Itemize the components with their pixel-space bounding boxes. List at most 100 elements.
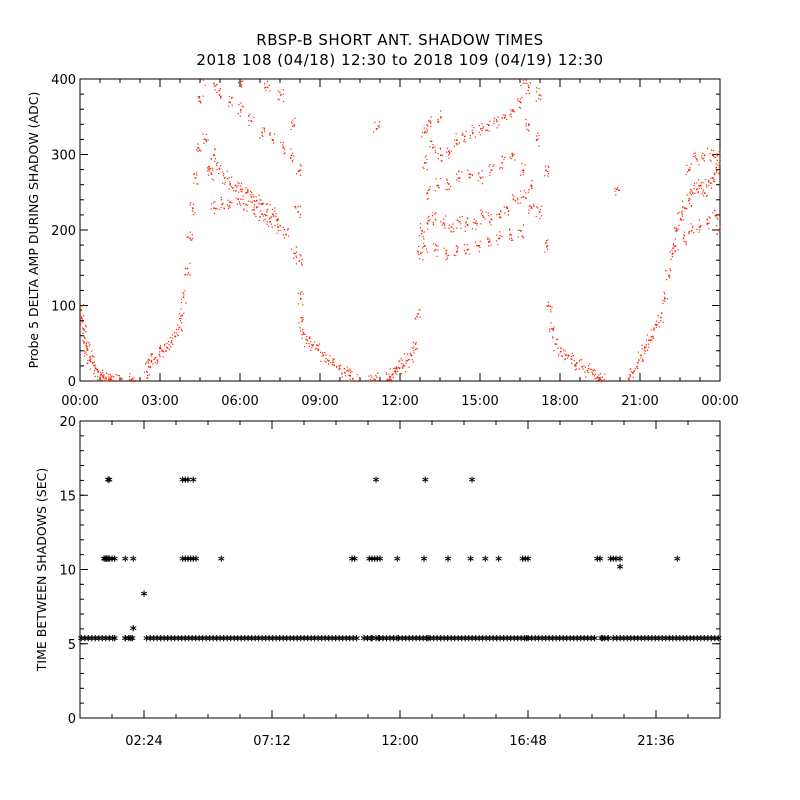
data-points: ********** *** ***************************…: [78, 475, 722, 648]
baseline-marker: *: [125, 634, 132, 649]
data-point: [316, 344, 318, 346]
data-point: [496, 214, 498, 216]
data-point: [572, 354, 574, 357]
data-point: [536, 135, 538, 137]
data-point: [290, 157, 292, 159]
data-point: [253, 199, 255, 202]
data-point: [371, 376, 373, 378]
baseline-marker: *: [441, 634, 448, 649]
data-point: [282, 144, 284, 146]
data-point: [134, 379, 136, 382]
data-point: [575, 365, 577, 367]
data-point: [180, 328, 183, 330]
data-point: [649, 339, 651, 342]
data-point: [509, 156, 511, 158]
data-point: *: [377, 555, 384, 570]
baseline-marker: *: [336, 634, 343, 649]
data-point: [702, 191, 704, 193]
data-point: [547, 301, 550, 303]
data-point: [675, 230, 677, 232]
data-point: [377, 125, 379, 127]
baseline-marker: *: [591, 634, 598, 649]
data-point: *: [445, 555, 452, 570]
data-point: [522, 196, 525, 198]
data-point: [443, 224, 446, 227]
data-point: [264, 86, 267, 89]
data-point: [301, 259, 303, 261]
data-point: [282, 141, 285, 144]
data-point: [586, 369, 589, 372]
data-point: [208, 170, 211, 172]
data-point: [716, 159, 718, 161]
data-point: *: [523, 634, 530, 649]
data-point: [434, 248, 437, 251]
data-point: [712, 180, 715, 182]
data-point: [692, 225, 694, 227]
data-point: [456, 139, 458, 141]
data-point: [150, 359, 153, 362]
data-point: [404, 371, 407, 373]
data-point: [477, 173, 480, 175]
data-point: [94, 364, 96, 366]
data-point: [252, 194, 254, 196]
data-point: [718, 230, 721, 232]
data-point: [242, 80, 244, 82]
data-point: [217, 162, 219, 164]
data-point: [168, 340, 170, 343]
data-point: [349, 368, 351, 370]
data-point: [482, 127, 484, 129]
data-point: [458, 171, 460, 173]
data-point: [247, 188, 249, 190]
data-point: [708, 216, 710, 218]
data-point: [716, 155, 718, 157]
data-point: [341, 373, 343, 375]
data-point: [187, 236, 189, 238]
data-point: [429, 186, 431, 188]
data-point: [521, 96, 523, 98]
data-point: [566, 357, 569, 359]
data-point: [507, 214, 510, 216]
baseline-marker: *: [451, 634, 458, 649]
data-point: [512, 110, 514, 112]
data-point: [712, 212, 714, 214]
data-point: [445, 249, 447, 252]
data-point: [707, 179, 710, 181]
data-point: [259, 199, 261, 201]
data-point: [422, 166, 424, 168]
data-point: [185, 302, 187, 304]
data-point: [224, 177, 226, 179]
data-point: [446, 257, 449, 259]
data-point: [660, 320, 662, 322]
data-point: [283, 237, 285, 239]
data-point: [348, 374, 350, 376]
data-point: [82, 332, 84, 335]
data-point: [456, 219, 458, 221]
baseline-marker: *: [206, 634, 213, 649]
data-point: [421, 251, 423, 254]
data-point: [536, 207, 539, 209]
data-point: [228, 205, 231, 207]
data-point: [699, 184, 701, 187]
baseline-marker: *: [361, 634, 368, 649]
data-point: [432, 221, 434, 224]
data-point: *: [605, 634, 612, 649]
baseline-marker: *: [472, 634, 479, 649]
baseline-marker: *: [325, 634, 332, 649]
data-point: [429, 122, 432, 124]
data-point: *: [366, 555, 373, 570]
data-point: [616, 186, 619, 189]
data-point: [253, 196, 255, 198]
data-point: [488, 215, 490, 217]
data-point: [282, 226, 284, 229]
data-point: [671, 253, 673, 255]
baseline-marker: *: [154, 634, 161, 649]
x-tick-label: 09:00: [301, 394, 338, 409]
data-point: [174, 335, 176, 337]
data-point: [231, 104, 233, 106]
data-point: [510, 113, 512, 115]
data-point: [238, 104, 240, 106]
data-point: [107, 374, 110, 376]
x-tick-label: 06:00: [221, 394, 258, 409]
data-point: [405, 362, 407, 365]
data-point: [701, 157, 703, 159]
